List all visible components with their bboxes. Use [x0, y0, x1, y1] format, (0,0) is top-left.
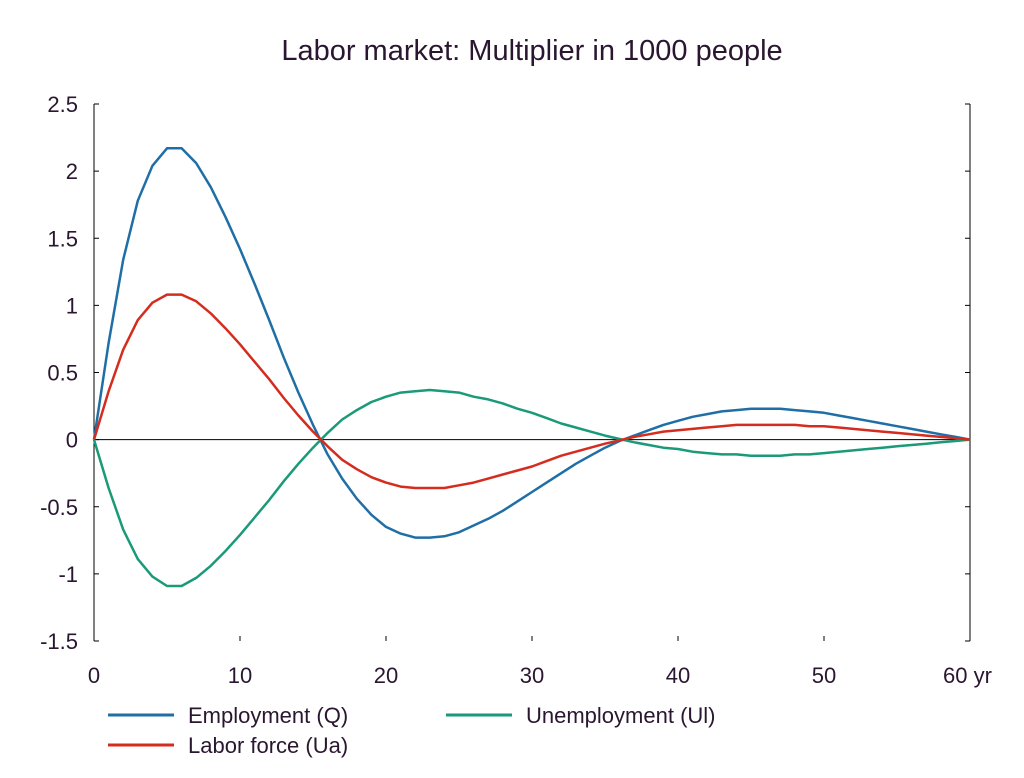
x-tick-label: 30 — [520, 663, 544, 688]
x-tick-label: 10 — [228, 663, 252, 688]
y-tick-label: -1.5 — [40, 629, 78, 654]
series-lines — [92, 147, 971, 588]
y-tick-label: 1 — [66, 293, 78, 318]
series-line-1 — [92, 388, 971, 588]
x-tick-label: 0 — [88, 663, 100, 688]
x-tick-label: 60 yr — [943, 663, 992, 688]
legend-label-1: Unemployment (Ul) — [526, 703, 716, 728]
y-tick-label: 0 — [66, 428, 78, 453]
x-tick-label: 50 — [812, 663, 836, 688]
y-tick-label: 1.5 — [47, 226, 78, 251]
axes: 2.5 2 1.5 1 0.5 0 -0.5 -1 -1.5 0 10 20 30 40 50 60 yr — [40, 92, 992, 688]
y-tick-label: -0.5 — [40, 495, 78, 520]
legend: Employment (Q) Unemployment (Ul) Labor for… — [108, 703, 716, 758]
x-tick-label: 20 — [374, 663, 398, 688]
legend-label-0: Employment (Q) — [188, 703, 348, 728]
y-tick-label: -1 — [58, 562, 78, 587]
y-tick-label: 0.5 — [47, 361, 78, 386]
legend-label-2: Labor force (Ua) — [188, 733, 348, 758]
y-tick-label: 2.5 — [47, 92, 78, 117]
series-line-2 — [92, 293, 971, 490]
chart-title: Labor market: Multiplier in 1000 people — [281, 35, 782, 67]
series-line-0 — [92, 147, 971, 539]
y-tick-label: 2 — [66, 159, 78, 184]
x-tick-label: 40 — [666, 663, 690, 688]
